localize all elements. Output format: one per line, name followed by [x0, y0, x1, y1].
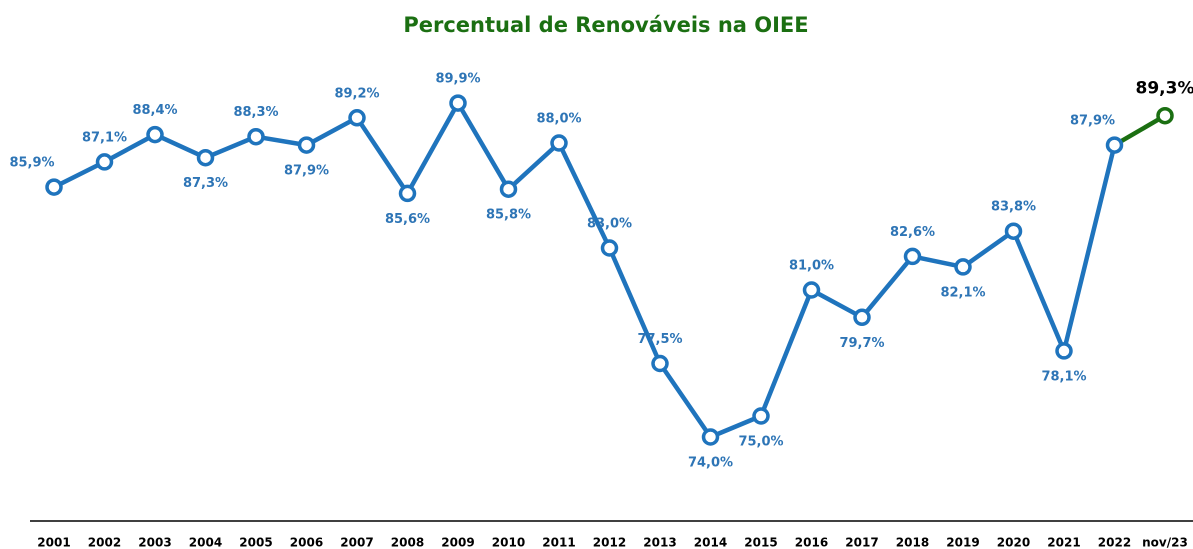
data-label: 87,9% — [1070, 114, 1115, 129]
data-label: 87,1% — [82, 130, 127, 145]
chart-title: Percentual de Renováveis na OIEE — [403, 13, 808, 37]
x-tick-label: 2006 — [290, 536, 323, 549]
data-label: 87,3% — [183, 176, 228, 191]
data-point — [146, 125, 164, 144]
x-tick-label: 2007 — [340, 536, 373, 549]
x-tick-label: 2001 — [37, 536, 70, 549]
data-label: 85,8% — [486, 208, 531, 223]
x-tick-label: nov/23 — [1142, 536, 1188, 549]
data-point — [954, 258, 972, 276]
highlight-line — [1113, 113, 1167, 148]
data-label: 81,0% — [789, 259, 834, 274]
data-point — [1156, 106, 1174, 125]
data-point — [651, 354, 669, 373]
data-label: 82,1% — [940, 285, 985, 300]
data-label: 82,6% — [890, 225, 935, 240]
data-label: 75,0% — [738, 435, 783, 450]
x-tick-label: 2008 — [391, 536, 424, 549]
x-tick-label: 2011 — [542, 536, 575, 549]
x-tick-label: 2002 — [88, 536, 121, 549]
data-point — [449, 94, 467, 112]
data-label: 89,2% — [334, 86, 379, 101]
x-tick-label: 2003 — [138, 536, 171, 549]
x-tick-label: 2005 — [239, 536, 272, 549]
data-label: 85,9% — [9, 156, 54, 171]
data-label: 89,3% — [1136, 79, 1193, 99]
data-point — [1004, 222, 1023, 240]
x-tick-label: 2021 — [1047, 536, 1080, 549]
data-label: 85,6% — [385, 212, 430, 227]
x-tick-label: 2004 — [189, 536, 222, 549]
data-point — [600, 239, 619, 257]
data-point — [247, 127, 265, 146]
x-tick-label: 2009 — [441, 536, 474, 549]
x-tick-label: 2013 — [643, 536, 676, 549]
data-label: 88,3% — [233, 105, 278, 120]
data-label: 83,0% — [587, 217, 632, 232]
data-point — [853, 308, 871, 327]
x-tick-label: 2015 — [744, 536, 777, 549]
x-tick-label: 2020 — [997, 536, 1030, 549]
data-point — [297, 136, 316, 154]
data-point — [45, 178, 63, 196]
x-tick-label: 2016 — [795, 536, 828, 549]
x-tick-label: 2010 — [492, 536, 525, 549]
x-tick-label: 2012 — [593, 536, 626, 549]
data-point — [550, 134, 568, 152]
data-label: 88,0% — [536, 112, 581, 127]
data-label: 89,9% — [435, 72, 480, 87]
data-point — [802, 281, 821, 299]
data-label: 83,8% — [991, 200, 1036, 215]
data-point — [499, 180, 518, 198]
data-label: 78,1% — [1041, 369, 1086, 384]
x-tick-label: 2019 — [946, 536, 979, 549]
data-point — [903, 247, 922, 266]
x-tick-label: 2018 — [896, 536, 929, 549]
data-point — [95, 153, 114, 171]
data-point — [1105, 136, 1124, 154]
data-line — [52, 100, 1117, 440]
data-point — [752, 407, 770, 425]
x-tick-label: 2022 — [1098, 536, 1131, 549]
data-label: 77,5% — [637, 332, 682, 347]
data-point — [348, 109, 366, 127]
x-tick-label: 2014 — [694, 536, 727, 549]
data-point — [701, 428, 720, 446]
data-point — [196, 148, 215, 167]
data-point — [398, 184, 417, 203]
data-label: 87,9% — [284, 164, 329, 179]
data-label: 79,7% — [839, 336, 884, 351]
data-point — [1055, 342, 1073, 360]
data-label: 88,4% — [132, 103, 177, 118]
data-label: 74,0% — [688, 456, 733, 471]
x-tick-label: 2017 — [845, 536, 878, 549]
